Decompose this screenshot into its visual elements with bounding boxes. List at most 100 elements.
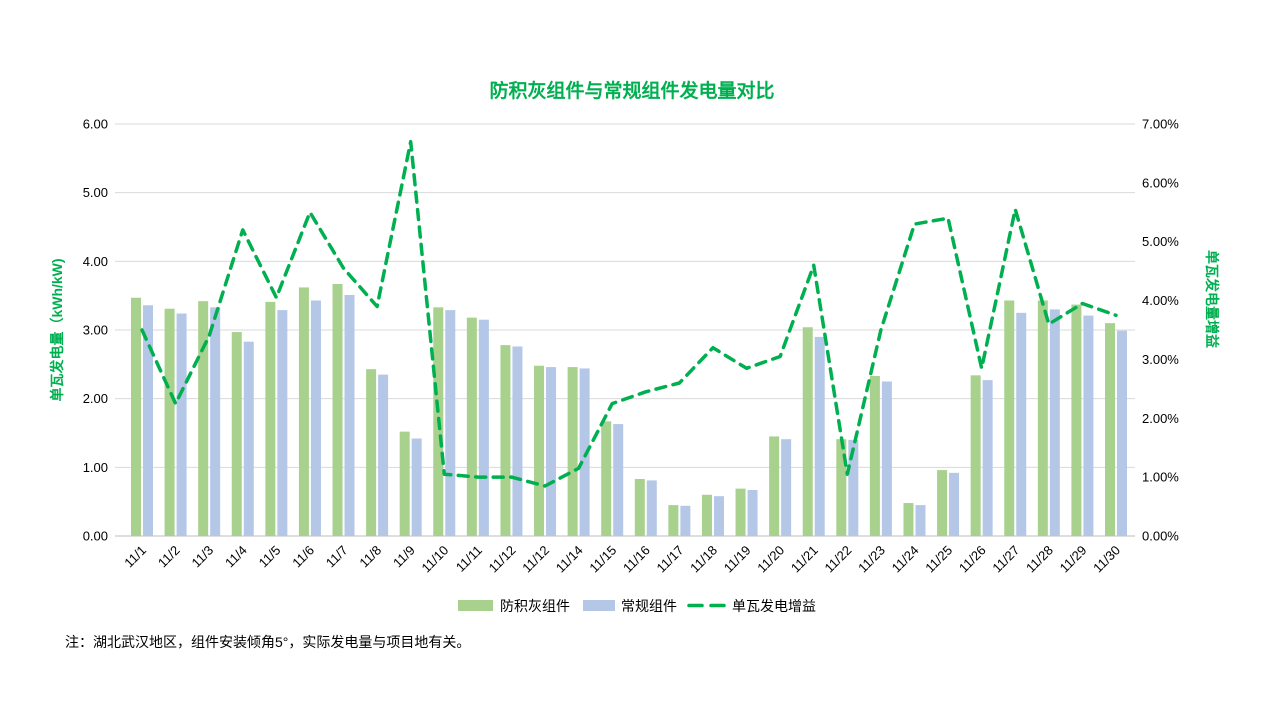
- bar-conventional-11/17: [680, 505, 691, 536]
- bar-conventional-11/24: [915, 505, 926, 536]
- bar-anti-soiling-11/23: [869, 376, 880, 536]
- bar-anti-soiling-11/27: [1004, 300, 1015, 536]
- x-label-11/24-23: 11/24: [889, 543, 922, 576]
- right-tick-6.00%: 6.00%: [1142, 175, 1179, 190]
- x-label-11/10-9: 11/10: [418, 543, 451, 576]
- bar-anti-soiling-11/18: [701, 494, 712, 536]
- bar-conventional-11/12: [512, 346, 523, 536]
- x-label-11/2-1: 11/2: [155, 543, 183, 571]
- bar-anti-soiling-11/17: [668, 505, 679, 536]
- legend-swatch-conventional: [583, 600, 615, 611]
- x-label-11/22-21: 11/22: [821, 543, 854, 576]
- right-tick-7.00%: 7.00%: [1142, 117, 1179, 132]
- legend-label-anti-soiling: 防积灰组件: [500, 598, 570, 614]
- left-axis-ticks: 0.00 1.00 2.00 3.00 4.00 5.00 6.00: [83, 117, 108, 544]
- bar-conventional-11/5: [277, 310, 288, 536]
- bar-conventional-11/12: [546, 367, 557, 536]
- legend-swatch-anti-soiling: [458, 600, 493, 611]
- bar-conventional-11/11: [478, 319, 489, 536]
- bar-anti-soiling-11/29: [1071, 304, 1082, 536]
- x-label-11/18-17: 11/18: [687, 543, 720, 576]
- x-label-11/8-7: 11/8: [356, 543, 384, 571]
- bar-anti-soiling-11/11: [466, 317, 477, 536]
- bar-anti-soiling-11/4: [231, 332, 242, 536]
- bar-conventional-11/8: [378, 374, 389, 536]
- bar-anti-soiling-11/6: [298, 287, 309, 536]
- left-tick-2.00: 2.00: [83, 391, 108, 406]
- x-label-11/25-24: 11/25: [922, 543, 955, 576]
- right-axis-title: 单瓦发电量增益: [1204, 250, 1220, 348]
- bar-conventional-11/22: [848, 439, 859, 536]
- bar-conventional-11/18: [713, 496, 724, 536]
- gain-line-series: [140, 139, 1118, 488]
- bar-conventional-11/25: [949, 472, 960, 536]
- bar-anti-soiling-11/3: [198, 301, 209, 536]
- left-tick-5.00: 5.00: [83, 185, 108, 200]
- right-tick-0.00%: 0.00%: [1142, 529, 1179, 544]
- bar-conventional-11/4: [243, 341, 254, 536]
- chart-legend: 防积灰组件 常规组件 单瓦发电增益: [458, 598, 816, 614]
- bar-anti-soiling-11/5: [265, 301, 276, 536]
- bar-anti-soiling-11/9: [399, 431, 410, 536]
- bar-conventional-11/27: [1016, 312, 1027, 536]
- bar-anti-soiling-11/21: [802, 327, 813, 536]
- bar-anti-soiling-11/2: [164, 308, 175, 536]
- right-tick-2.00%: 2.00%: [1142, 411, 1179, 426]
- bar-anti-soiling-11/12: [500, 345, 511, 536]
- x-label-11/12-11: 11/12: [486, 543, 519, 576]
- bar-anti-soiling-11/15: [601, 421, 612, 536]
- x-axis-labels: 11/1 11/2 11/3 11/4 11/5 11/6 11/7 11/8 11/9 11/1…: [121, 543, 1123, 576]
- bar-anti-soiling-11/1: [131, 297, 141, 536]
- bar-conventional-11/19: [747, 489, 758, 536]
- bar-conventional-11/16: [646, 480, 657, 536]
- bar-conventional-11/30: [1117, 330, 1127, 536]
- x-label-11/9-8: 11/9: [390, 543, 418, 571]
- bar-anti-soiling-11/28: [1037, 300, 1048, 536]
- bar-conventional-11/9: [411, 438, 422, 536]
- right-tick-4.00%: 4.00%: [1142, 293, 1179, 308]
- x-label-11/14-13: 11/14: [553, 543, 586, 576]
- x-label-11/29-28: 11/29: [1057, 543, 1090, 576]
- bar-anti-soiling-11/25: [937, 470, 948, 536]
- bar-conventional-11/10: [445, 310, 456, 536]
- bar-conventional-11/28: [1049, 309, 1060, 536]
- x-label-11/6-5: 11/6: [289, 543, 317, 571]
- bar-conventional-11/6: [310, 300, 321, 536]
- bar-conventional-11/3: [210, 307, 221, 536]
- bar-conventional-11/20: [781, 439, 792, 536]
- bar-anti-soiling-11/30: [1105, 323, 1115, 536]
- bar-anti-soiling-11/24: [903, 503, 914, 536]
- x-label-11/7-6: 11/7: [323, 543, 351, 571]
- bar-anti-soiling-11/8: [366, 369, 377, 536]
- left-tick-4.00: 4.00: [83, 254, 108, 269]
- bar-conventional-11/15: [613, 424, 624, 536]
- x-label-11/17-16: 11/17: [654, 543, 687, 576]
- x-label-11/28-27: 11/28: [1023, 543, 1056, 576]
- bar-conventional-11/2: [176, 313, 187, 536]
- x-label-11/26-25: 11/26: [956, 543, 989, 576]
- x-label-11/15-14: 11/15: [586, 543, 619, 576]
- left-axis-title: 单瓦发电量（kWh/kW): [49, 258, 65, 401]
- x-label-11/12-12: 11/12: [519, 543, 552, 576]
- x-label-11/3-2: 11/3: [188, 543, 216, 571]
- x-label-11/5-4: 11/5: [256, 543, 284, 571]
- legend-label-conventional: 常规组件: [621, 598, 677, 614]
- footnote: 注：湖北武汉地区，组件安装倾角5°，实际发电量与项目地有关。: [65, 634, 470, 650]
- bar-anti-soiling-11/19: [735, 488, 746, 536]
- bar-anti-soiling-11/14: [567, 367, 578, 536]
- right-axis-ticks: 0.00% 1.00% 2.00% 3.00% 4.00% 5.00% 6.00% 7.00%: [1142, 117, 1179, 544]
- bar-conventional-11/1: [143, 305, 153, 536]
- bar-series: [131, 283, 1127, 536]
- bar-conventional-11/26: [982, 380, 993, 536]
- x-label-11/30-29: 11/30: [1090, 543, 1123, 576]
- right-tick-1.00%: 1.00%: [1142, 470, 1179, 485]
- legend-label-gain: 单瓦发电增益: [732, 598, 816, 614]
- x-label-11/16-15: 11/16: [620, 543, 653, 576]
- bar-anti-soiling-11/20: [769, 436, 780, 536]
- bar-conventional-11/23: [881, 381, 892, 536]
- left-tick-1.00: 1.00: [83, 460, 108, 475]
- left-tick-3.00: 3.00: [83, 323, 108, 338]
- bar-conventional-11/7: [344, 294, 355, 536]
